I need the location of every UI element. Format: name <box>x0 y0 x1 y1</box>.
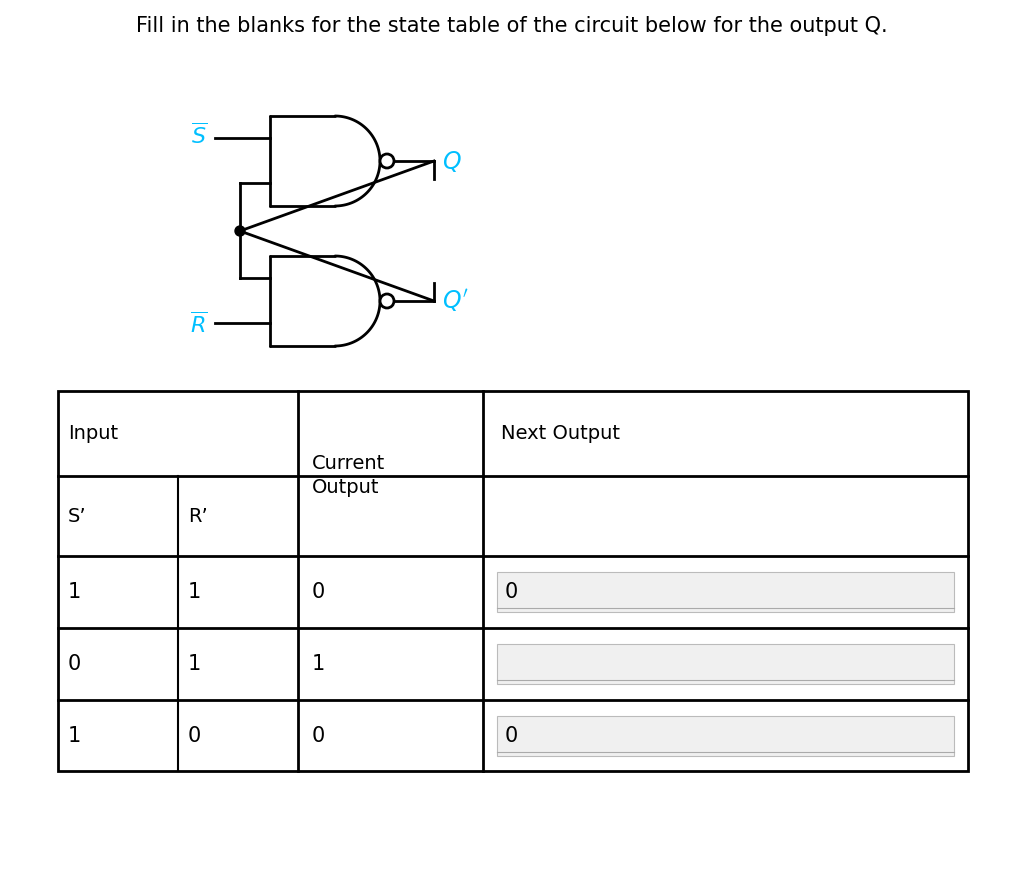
Text: Input: Input <box>68 424 118 443</box>
Text: 1: 1 <box>312 654 326 674</box>
Text: 0: 0 <box>505 582 518 602</box>
Text: Current: Current <box>312 454 385 473</box>
Text: $\overline{S}$: $\overline{S}$ <box>190 124 207 149</box>
Text: Fill in the blanks for the state table of the circuit below for the output Q.: Fill in the blanks for the state table o… <box>136 16 888 36</box>
Circle shape <box>234 226 245 236</box>
Text: Next Output: Next Output <box>501 424 620 443</box>
Text: 0: 0 <box>505 726 518 746</box>
Text: $Q'$: $Q'$ <box>442 287 469 314</box>
Text: R’: R’ <box>188 507 208 525</box>
Text: 0: 0 <box>312 726 326 746</box>
Text: Output: Output <box>312 478 380 497</box>
Text: 1: 1 <box>188 582 202 602</box>
Text: 0: 0 <box>312 582 326 602</box>
Circle shape <box>380 154 394 168</box>
Circle shape <box>380 294 394 308</box>
Bar <box>58 391 968 771</box>
Text: 0: 0 <box>188 726 202 746</box>
Text: 0: 0 <box>68 654 81 674</box>
Text: 1: 1 <box>68 582 81 602</box>
Text: 1: 1 <box>188 654 202 674</box>
Text: $Q$: $Q$ <box>442 148 462 173</box>
Text: $\overline{R}$: $\overline{R}$ <box>189 313 207 338</box>
Bar <box>497 572 954 612</box>
Text: S’: S’ <box>68 507 87 525</box>
Bar <box>497 715 954 755</box>
Bar <box>497 644 954 684</box>
Text: 1: 1 <box>68 726 81 746</box>
